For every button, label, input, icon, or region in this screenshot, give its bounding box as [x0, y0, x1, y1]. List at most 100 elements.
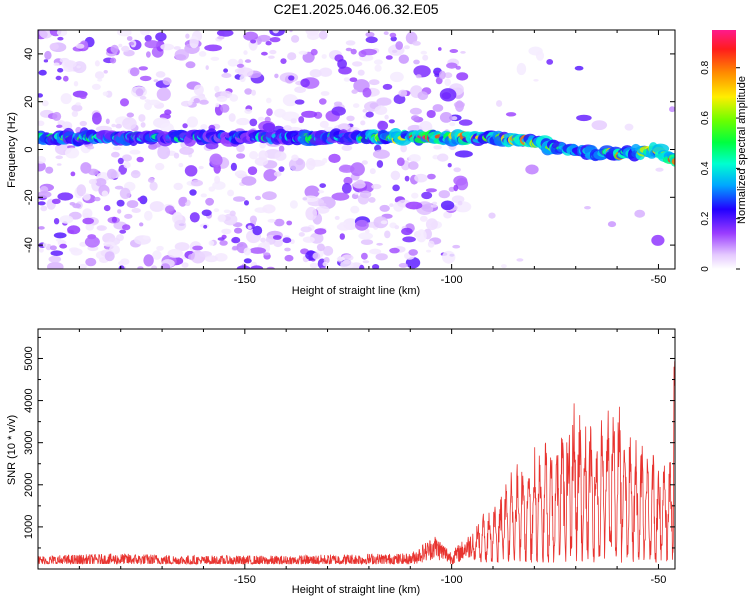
spectrogram-cell	[65, 147, 80, 159]
spectrogram-cell	[454, 150, 473, 158]
spectrogram-cell	[395, 41, 404, 50]
spectrogram-cell	[79, 94, 87, 99]
spectrogram-cell	[283, 125, 292, 132]
spectrogram-cell	[274, 218, 285, 227]
spectrogram-cell	[201, 209, 212, 217]
spectrogram-cell	[376, 160, 384, 168]
x-tick-label: -50	[651, 574, 667, 586]
spectrogram-cell	[236, 143, 245, 153]
spectrogram-cell	[85, 257, 97, 267]
spectrogram-cell	[405, 201, 423, 210]
spectrogram-cell	[123, 161, 131, 169]
spectrogram-cell	[516, 258, 524, 262]
spectrogram-cell	[63, 75, 69, 82]
spectrogram-cell	[365, 31, 375, 38]
spectrogram-cell	[57, 68, 64, 73]
spectrogram-cell	[126, 112, 134, 118]
spectrogram-cell	[442, 250, 456, 264]
spectrogram-cell	[38, 156, 46, 164]
spectrogram-cell	[398, 263, 408, 268]
spectrogram-cell	[331, 106, 346, 116]
spectrogram-cell	[425, 218, 438, 231]
spectrogram-cell	[357, 69, 365, 76]
colorbar-tick-label: 0	[700, 266, 711, 272]
spectrogram-cell	[443, 72, 453, 79]
spectrogram-cell	[140, 122, 146, 128]
spectrogram-cell	[426, 249, 431, 253]
spectrogram-cell	[343, 259, 351, 265]
spectrogram-cell	[385, 55, 393, 60]
spectrogram-cell	[233, 196, 246, 202]
spectrogram-cell	[144, 40, 160, 49]
spectrogram-cell	[456, 72, 469, 81]
spectrogram-cell	[262, 204, 276, 214]
spectrogram-cell	[117, 157, 124, 165]
spectrogram-cell	[95, 178, 107, 187]
spectrogram-cell	[236, 153, 246, 159]
spectrogram-cell	[266, 97, 272, 104]
spectrogram-cell	[420, 50, 428, 55]
spectrogram-cell	[57, 192, 74, 201]
spectrogram-cell	[262, 122, 275, 132]
spectrogram-cell	[361, 160, 368, 165]
spectrogram-cell	[455, 65, 461, 70]
spectrogram-cell	[236, 63, 244, 68]
spectrogram-cell	[213, 208, 220, 213]
spectrogram-cell	[149, 201, 165, 212]
spectrogram-cell	[447, 163, 452, 168]
spectrogram-cell	[249, 215, 257, 224]
spectrogram-cell	[258, 150, 268, 161]
spectrogram-cell	[229, 94, 239, 102]
spectrogram-cell	[214, 175, 221, 184]
spectrogram-cell	[402, 236, 416, 243]
spectrogram-cell	[57, 120, 66, 126]
spectrogram-cell	[190, 179, 203, 187]
spectrogram-cell	[199, 99, 209, 105]
spectrogram-cell	[291, 35, 300, 43]
spectrogram-cell	[84, 236, 100, 248]
spectrogram-cell	[136, 156, 144, 163]
spectrogram-cell	[174, 219, 187, 231]
spectrogram-cell	[173, 152, 180, 159]
spectrogram-cell	[291, 154, 299, 161]
colorbar-tick-label: 0.4	[700, 161, 711, 175]
spectrogram-cell	[360, 120, 366, 126]
spectrogram-cell	[274, 108, 286, 118]
spectrogram-cell	[375, 253, 388, 261]
spectrogram-cell	[251, 89, 256, 96]
spectrogram-cell	[261, 51, 268, 56]
spectrogram-cell	[250, 265, 264, 269]
spectrogram-cell	[333, 101, 343, 107]
spectrogram-cell	[287, 52, 297, 61]
spectrogram-cell	[241, 176, 257, 186]
spectrogram-cell	[71, 104, 83, 112]
spectrogram-cell	[574, 65, 584, 71]
spectrogram-cell	[533, 79, 539, 82]
spectrogram-cell	[453, 167, 462, 173]
spectrogram-cell	[426, 110, 436, 118]
spectrogram-cell	[193, 84, 204, 96]
spectrogram-cell	[60, 93, 72, 105]
spectrogram-cell	[164, 109, 172, 115]
spectrogram-cell	[390, 36, 397, 42]
spectrogram-cell	[427, 240, 435, 248]
spectrogram-cell	[103, 241, 115, 247]
spectrogram-cell	[53, 218, 60, 225]
spectrogram-cell	[505, 112, 517, 117]
spectrogram-cell	[305, 206, 318, 221]
spectrogram-cell	[446, 62, 458, 69]
spectrogram-cell	[280, 58, 287, 64]
spectrogram-cell	[204, 255, 218, 263]
spectrogram-cell	[155, 162, 165, 171]
spectrogram-cell	[234, 227, 243, 234]
spectrogram-cell	[88, 178, 97, 185]
spectrogram-cell	[198, 51, 207, 57]
spectrogram-cell	[398, 89, 408, 97]
spectrogram-panel: -150 -100 -50 -40 -20 0 20 40 Height of straig…	[6, 29, 676, 297]
spectrogram-cell	[180, 196, 188, 204]
spectrogram-cell	[422, 54, 429, 61]
spectrogram-cell	[55, 155, 63, 160]
spectrogram-cell	[372, 149, 390, 159]
spectrogram-cell	[362, 87, 372, 98]
